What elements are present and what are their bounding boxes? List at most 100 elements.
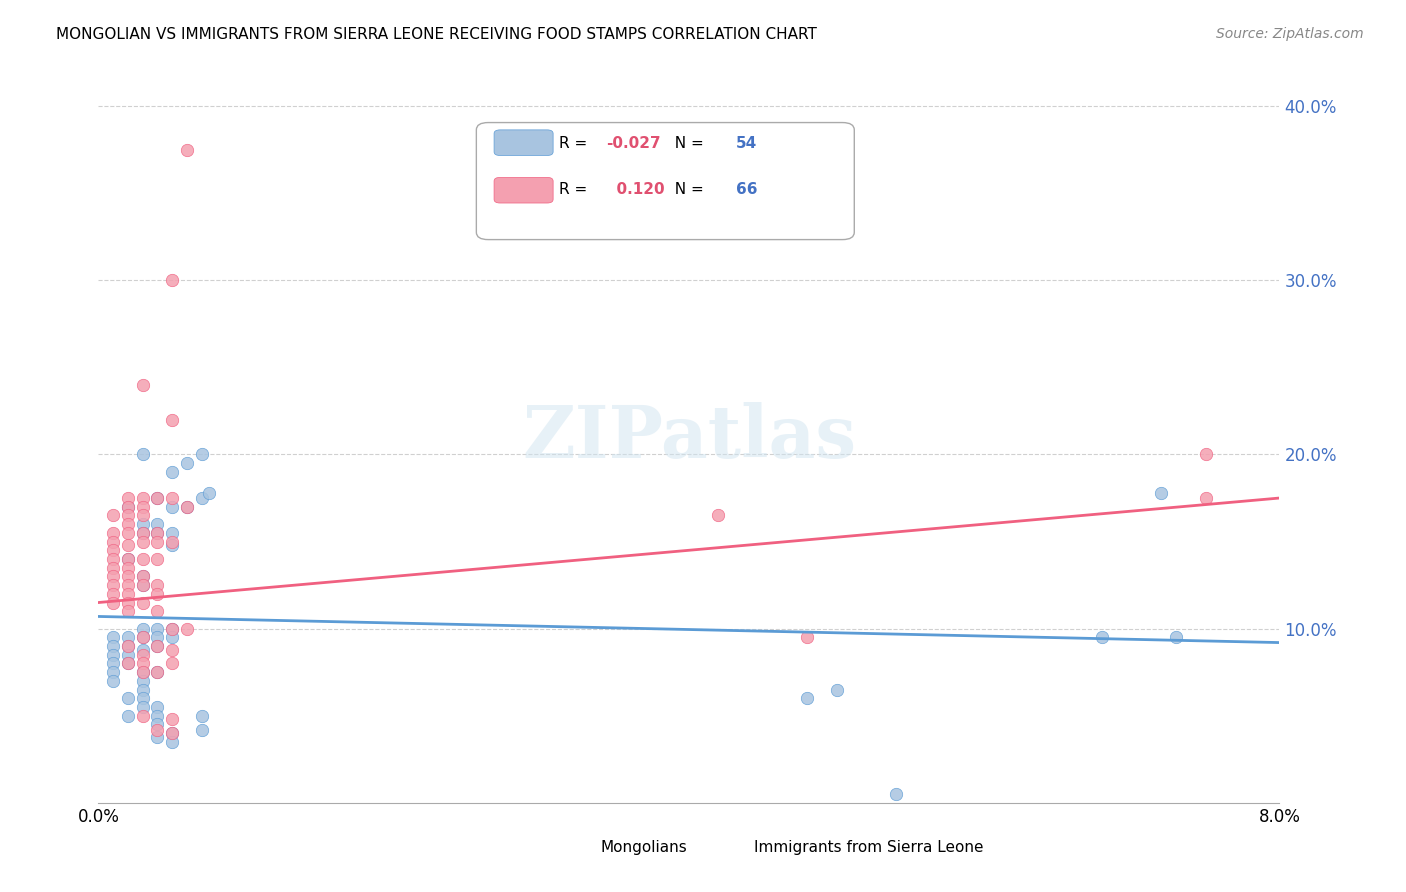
- Point: [162, 273, 183, 287]
- Point: [117, 657, 139, 671]
- Point: [103, 543, 125, 558]
- Point: [103, 595, 125, 609]
- Point: [103, 534, 125, 549]
- Text: -0.027: -0.027: [606, 136, 661, 151]
- Point: [117, 500, 139, 514]
- Point: [176, 456, 198, 470]
- Point: [1194, 448, 1216, 462]
- Point: [162, 412, 183, 426]
- Point: [132, 700, 155, 714]
- Point: [162, 622, 183, 636]
- FancyBboxPatch shape: [477, 122, 855, 240]
- Point: [132, 673, 155, 688]
- Point: [146, 534, 169, 549]
- Point: [146, 604, 169, 618]
- Point: [162, 726, 183, 740]
- Point: [132, 691, 155, 706]
- Point: [117, 552, 139, 566]
- Point: [162, 622, 183, 636]
- Point: [796, 631, 818, 645]
- Point: [132, 525, 155, 540]
- Point: [162, 491, 183, 505]
- Point: [103, 508, 125, 523]
- Point: [103, 560, 125, 574]
- Point: [132, 508, 155, 523]
- Point: [132, 648, 155, 662]
- Point: [103, 569, 125, 583]
- Point: [132, 517, 155, 532]
- Point: [162, 525, 183, 540]
- Text: MONGOLIAN VS IMMIGRANTS FROM SIERRA LEONE RECEIVING FOOD STAMPS CORRELATION CHAR: MONGOLIAN VS IMMIGRANTS FROM SIERRA LEON…: [56, 27, 817, 42]
- Point: [146, 517, 169, 532]
- Text: Source: ZipAtlas.com: Source: ZipAtlas.com: [1216, 27, 1364, 41]
- Text: R =: R =: [560, 182, 592, 197]
- Point: [132, 631, 155, 645]
- Point: [103, 587, 125, 601]
- Point: [146, 578, 169, 592]
- Point: [103, 639, 125, 653]
- Point: [132, 682, 155, 697]
- Point: [146, 552, 169, 566]
- Point: [198, 485, 221, 500]
- Point: [103, 552, 125, 566]
- Point: [117, 587, 139, 601]
- Point: [132, 665, 155, 680]
- Point: [162, 538, 183, 552]
- FancyBboxPatch shape: [555, 838, 598, 856]
- Point: [103, 578, 125, 592]
- Point: [117, 708, 139, 723]
- Point: [176, 622, 198, 636]
- Point: [117, 552, 139, 566]
- Point: [117, 691, 139, 706]
- Point: [162, 500, 183, 514]
- FancyBboxPatch shape: [494, 178, 553, 203]
- Point: [117, 639, 139, 653]
- Point: [132, 377, 155, 392]
- Point: [146, 491, 169, 505]
- Point: [117, 560, 139, 574]
- Point: [117, 508, 139, 523]
- Point: [132, 569, 155, 583]
- Text: 66: 66: [737, 182, 758, 197]
- Point: [103, 673, 125, 688]
- Point: [132, 578, 155, 592]
- Text: 54: 54: [737, 136, 758, 151]
- Point: [117, 578, 139, 592]
- Point: [796, 691, 818, 706]
- Point: [162, 534, 183, 549]
- Point: [191, 708, 214, 723]
- Point: [117, 604, 139, 618]
- Point: [146, 525, 169, 540]
- Point: [146, 631, 169, 645]
- Point: [117, 517, 139, 532]
- Point: [132, 448, 155, 462]
- Point: [132, 642, 155, 657]
- Point: [1194, 491, 1216, 505]
- Point: [191, 491, 214, 505]
- Point: [162, 465, 183, 479]
- Point: [132, 595, 155, 609]
- Text: Immigrants from Sierra Leone: Immigrants from Sierra Leone: [754, 840, 983, 855]
- Text: Mongolians: Mongolians: [600, 840, 688, 855]
- Point: [1164, 631, 1187, 645]
- Point: [132, 569, 155, 583]
- Point: [132, 657, 155, 671]
- Point: [162, 642, 183, 657]
- Point: [146, 491, 169, 505]
- Point: [146, 708, 169, 723]
- Point: [176, 143, 198, 157]
- Point: [162, 657, 183, 671]
- Point: [117, 648, 139, 662]
- Text: N =: N =: [665, 182, 709, 197]
- Point: [132, 631, 155, 645]
- Text: N =: N =: [665, 136, 709, 151]
- Point: [146, 700, 169, 714]
- Point: [146, 587, 169, 601]
- Point: [132, 491, 155, 505]
- Point: [117, 569, 139, 583]
- Text: R =: R =: [560, 136, 592, 151]
- Point: [117, 639, 139, 653]
- Point: [191, 723, 214, 737]
- Point: [176, 500, 198, 514]
- Point: [146, 622, 169, 636]
